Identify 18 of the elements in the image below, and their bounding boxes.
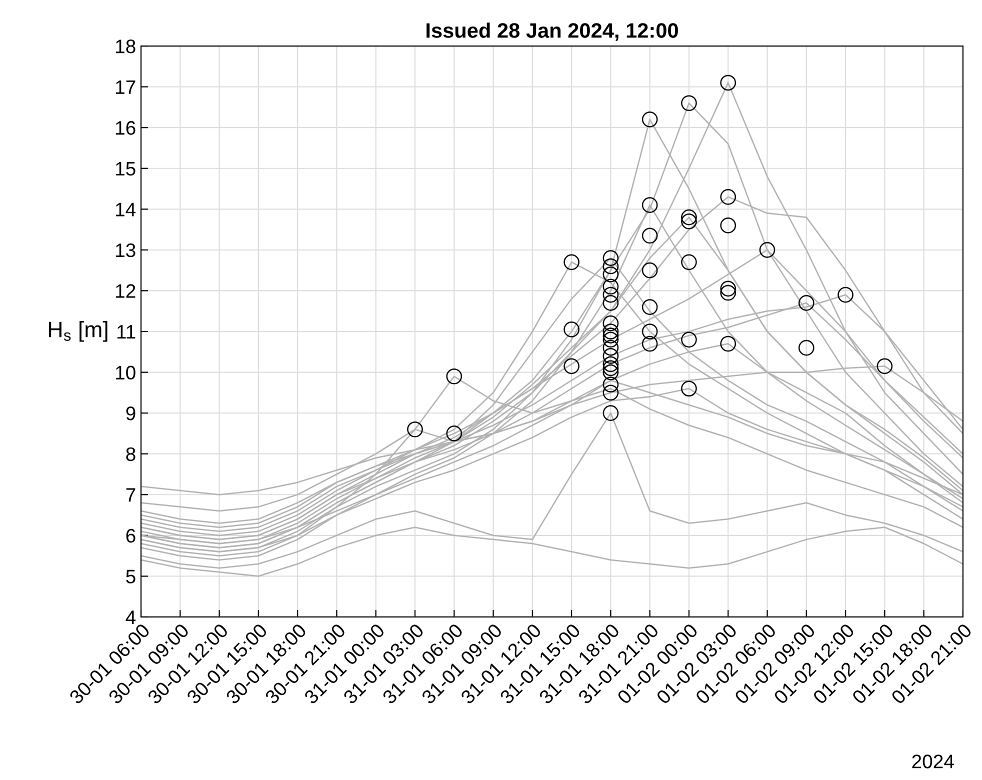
y-tick-label: 5 <box>126 570 136 584</box>
y-tick-label: 12 <box>116 284 136 298</box>
text: 2024 <box>912 754 954 768</box>
y-tick-label: 13 <box>116 243 136 258</box>
y-tick-label: 15 <box>116 162 136 176</box>
y-axis-title: H$_{s}$ [m] <box>49 321 108 342</box>
y-tick-label: 18 <box>116 39 136 54</box>
y-tick-label: 7 <box>126 488 136 502</box>
y-tick-label: 14 <box>116 202 136 216</box>
y-tick-label: 11 <box>117 325 136 339</box>
y-tick-label: 17 <box>116 80 136 94</box>
chart-title: Issued 28 Jan 2024, 12:00 <box>426 22 678 41</box>
y-tick-label: 9 <box>126 406 136 420</box>
y-tick-label: 10 <box>116 366 136 380</box>
y-tick-label: 16 <box>116 121 136 135</box>
y-tick-label: 6 <box>126 528 136 543</box>
y-tick-label: 4 <box>126 610 136 624</box>
y-tick-label: 8 <box>126 447 136 462</box>
